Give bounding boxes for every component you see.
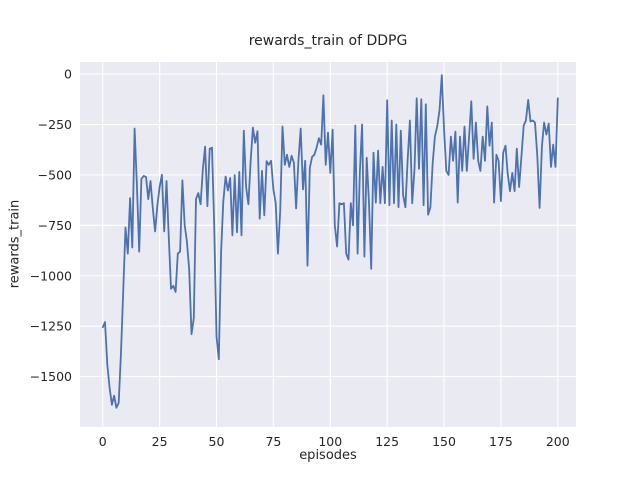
y-tick-label: −750 [38,218,72,233]
x-tick-label: 25 [152,434,168,449]
y-tick-label: −500 [38,167,72,182]
x-tick-label: 150 [432,434,456,449]
x-tick-label: 125 [375,434,399,449]
x-tick-label: 175 [489,434,513,449]
x-tick-label: 0 [99,434,107,449]
y-tick-label: −250 [38,117,72,132]
y-tick-label: −1000 [30,268,72,283]
x-tick-label: 75 [265,434,281,449]
chart-title: rewards_train of DDPG [248,33,408,49]
x-tick-label: 100 [318,434,342,449]
y-tick-label: −1500 [30,369,72,384]
x-axis-label: episodes [299,448,357,463]
plot-background [80,62,576,427]
x-tick-label: 200 [546,434,570,449]
y-tick-label: 0 [64,67,72,82]
series-line [101,74,559,409]
y-axis-label: rewards_train [7,199,23,289]
x-tick-label: 50 [209,434,225,449]
y-tick-label: −1250 [30,319,72,334]
